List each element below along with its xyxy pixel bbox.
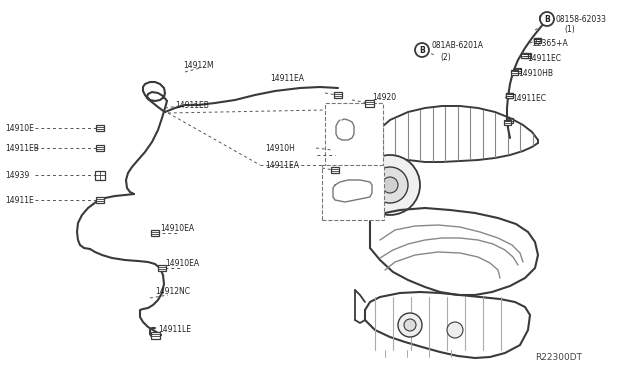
Bar [515,67,522,73]
Text: 14910EA: 14910EA [165,259,199,267]
Bar [95,170,105,180]
Circle shape [372,167,408,203]
Text: 14911LE: 14911LE [158,326,191,334]
Text: 08158-62033: 08158-62033 [556,15,607,23]
Circle shape [447,322,463,338]
Text: 14910EA: 14910EA [160,224,194,232]
Bar [506,118,513,122]
Text: (2): (2) [440,52,451,61]
Text: 14911EB: 14911EB [175,100,209,109]
Bar [96,197,104,203]
Bar [522,52,529,58]
Text: 14911EA: 14911EA [265,160,299,170]
Text: 14912NC: 14912NC [155,288,190,296]
Text: 081AB-6201A: 081AB-6201A [432,41,484,49]
Bar [506,93,513,97]
Bar [534,38,541,42]
Text: 14911EC: 14911EC [527,54,561,62]
Bar [96,145,104,151]
Text: B: B [544,15,550,23]
Bar [325,103,383,168]
Bar [150,331,159,339]
Bar [331,167,339,173]
Bar [365,99,374,106]
Bar [322,165,384,220]
Text: 14920: 14920 [372,93,396,102]
Bar [151,230,159,236]
Text: 14911EC: 14911EC [512,93,546,103]
Bar [525,52,531,58]
Text: 14912M: 14912M [183,61,214,70]
Bar [158,265,166,271]
Bar [534,38,541,42]
Bar [96,125,104,131]
Text: 14910HB: 14910HB [518,68,553,77]
Text: 14911E: 14911E [5,196,34,205]
Circle shape [540,12,554,26]
Text: 14911EA: 14911EA [270,74,304,83]
Text: 14911EB: 14911EB [5,144,39,153]
Text: 14939: 14939 [5,170,29,180]
Bar [334,92,342,98]
Text: 14910E: 14910E [5,124,34,132]
Text: B: B [419,45,425,55]
Bar [506,93,513,97]
Bar [511,70,518,74]
Bar [504,119,511,125]
Circle shape [398,313,422,337]
Circle shape [382,177,398,193]
Text: R22300DT: R22300DT [535,353,582,362]
Circle shape [404,319,416,331]
Circle shape [360,155,420,215]
Text: (1): (1) [564,25,575,33]
Circle shape [415,43,429,57]
Text: 22365+A: 22365+A [533,38,569,48]
Text: 14910H: 14910H [265,144,295,153]
